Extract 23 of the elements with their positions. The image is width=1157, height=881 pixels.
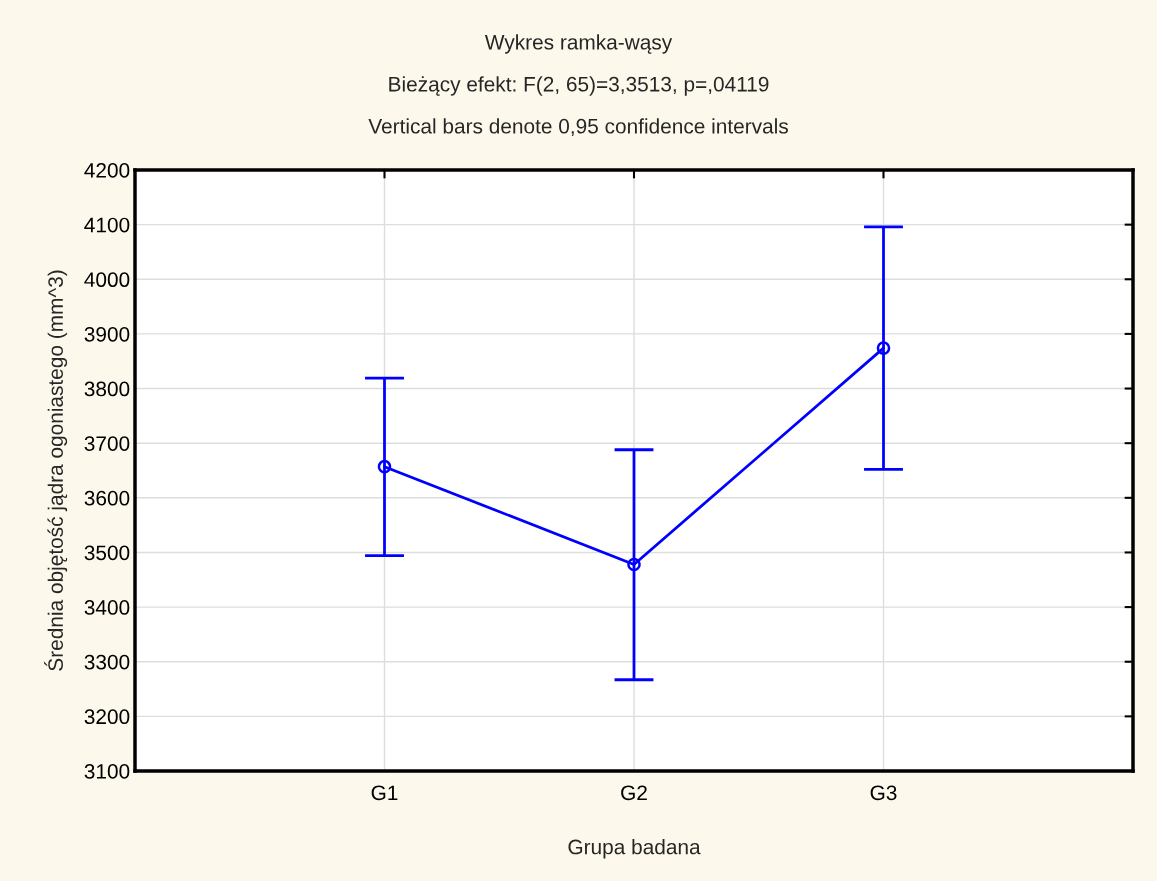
x-axis-title: Grupa badana bbox=[568, 839, 701, 859]
chart-title: Wykres ramka-wąsy bbox=[484, 34, 673, 54]
y-tick-label: 3200 bbox=[84, 709, 130, 725]
y-tick-label: 3600 bbox=[84, 490, 130, 506]
y-tick-label: 4200 bbox=[84, 163, 130, 178]
point bbox=[876, 341, 891, 355]
x-tick-label: G3 bbox=[870, 785, 897, 801]
x-tick-label: G2 bbox=[621, 785, 647, 801]
y-tick-label: 3800 bbox=[84, 381, 130, 397]
point bbox=[627, 557, 641, 572]
y-tick-label: 3700 bbox=[84, 436, 130, 451]
chart-subtitle: Bieżący efekt: F(2, 65)=3,3513, p=,04119 bbox=[389, 76, 769, 96]
y-tick-label: 3100 bbox=[84, 764, 130, 779]
y-tick-label: 3300 bbox=[84, 654, 130, 670]
y-tick-label: 4000 bbox=[84, 272, 130, 288]
y-tick-label: 3900 bbox=[84, 326, 130, 342]
text: Vertical bars denote 0,95 confidence intervals bbox=[368, 118, 788, 137]
x-tick-label: G1 bbox=[371, 785, 398, 801]
y-tick-label: 3400 bbox=[84, 600, 130, 615]
point bbox=[377, 459, 392, 474]
y-tick-label: 3500 bbox=[84, 545, 130, 561]
y-axis-title: Średnia objętość jądra ogoniastego (mm^3) bbox=[44, 270, 68, 671]
y-tick-label: 4100 bbox=[84, 217, 130, 233]
